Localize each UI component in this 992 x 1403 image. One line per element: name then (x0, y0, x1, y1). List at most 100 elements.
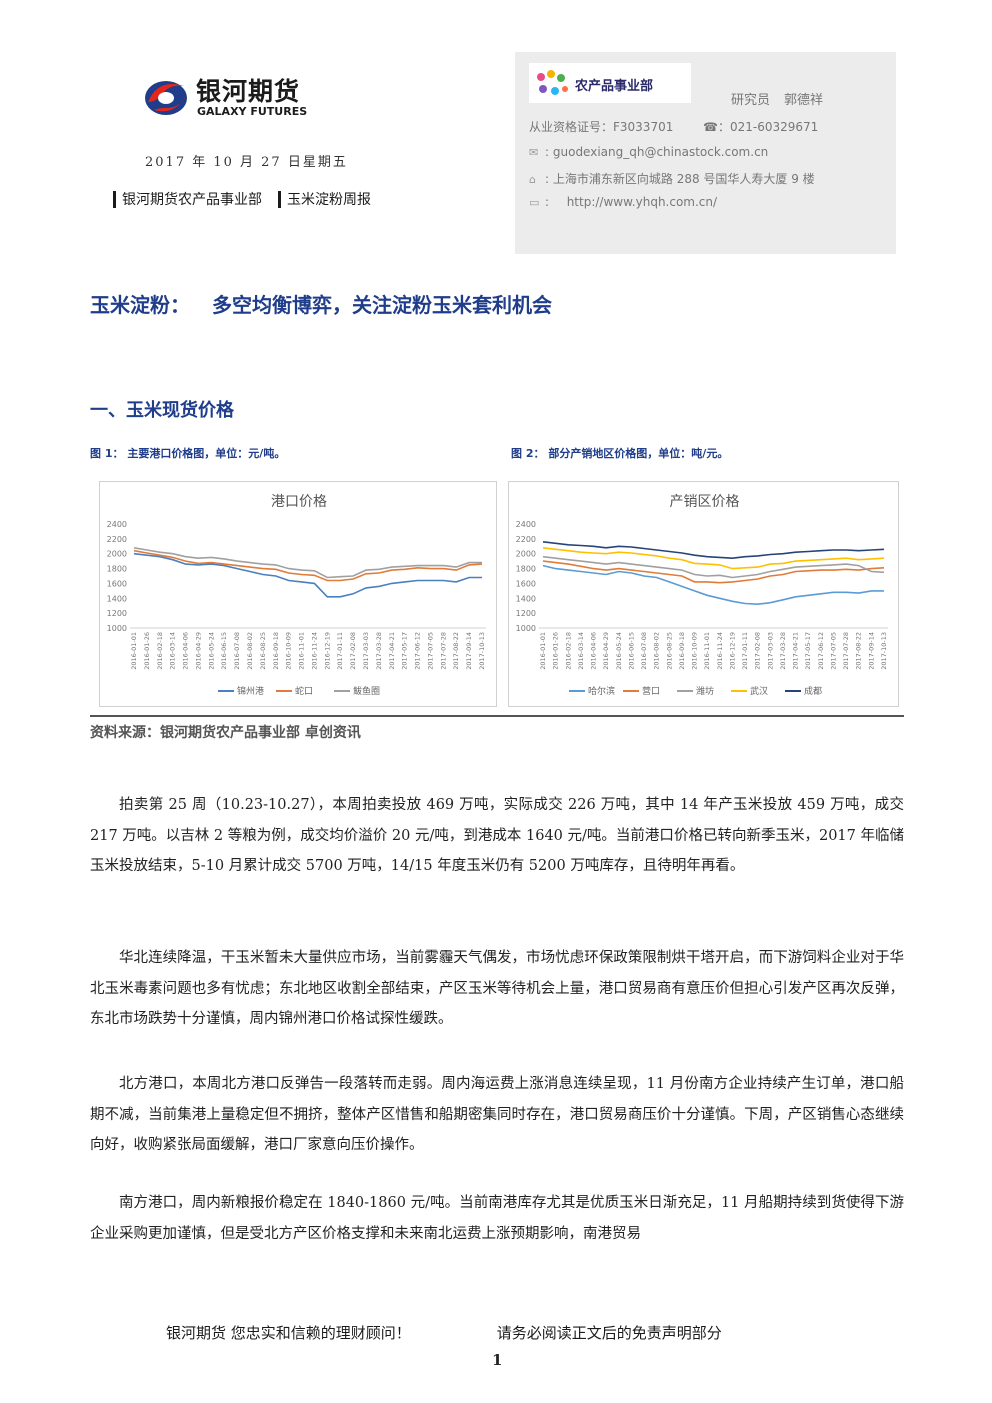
website-icon: ▭ (529, 196, 540, 209)
department-name: 银河期货农产品事业部 (122, 192, 262, 208)
y-tick-label: 1800 (107, 565, 127, 574)
legend-label: 成都 (804, 685, 822, 697)
x-tick-label: 2016-08-25 (259, 632, 267, 670)
x-tick-label: 2016-02-18 (564, 632, 572, 670)
x-tick-label: 2016-03-14 (169, 632, 177, 670)
researcher-role: 研究员 (731, 93, 771, 108)
report-title-prefix: 玉米淀粉： (90, 293, 190, 317)
divider-bar (278, 190, 281, 208)
x-tick-label: 2016-01-26 (143, 632, 151, 670)
report-header-line: 银河期货农产品事业部 玉米淀粉周报 (113, 189, 371, 209)
x-tick-label: 2016-08-25 (665, 632, 673, 670)
x-tick-label: 2016-09-18 (678, 632, 686, 670)
y-tick-label: 1400 (107, 594, 127, 603)
x-tick-label: 2016-08-02 (246, 632, 254, 670)
report-title: 玉米淀粉： 多空均衡博弈，关注淀粉玉米套利机会 (90, 289, 552, 318)
paragraph-north-china: 华北连续降温，干玉米暂未大量供应市场，当前雾霾天气偶发，市场忧虑环保政策限制烘干… (90, 950, 904, 1027)
x-tick-label: 2016-03-14 (577, 632, 585, 670)
dept-logo-icon (537, 70, 568, 95)
footer: 银河期货 您忠实和信赖的理财顾问！ 请务必阅读正文后的免责声明部分 (166, 1322, 722, 1343)
chart-title: 产销区价格 (670, 494, 740, 510)
chart-svg: 港口价格240022002000180016001400120010002016… (107, 494, 486, 697)
license-row: 从业资格证号：F3033701 ☎：021-60329671 (529, 118, 818, 135)
report-name: 玉米淀粉周报 (287, 192, 371, 208)
address-row: ⌂: 上海市浦东新区向城路 288 号国华人寿大厦 9 楼 (529, 172, 815, 186)
dept-badge-label: 农产品事业部 (575, 79, 654, 94)
x-tick-label: 2016-07-08 (640, 632, 648, 670)
y-tick-label: 2000 (516, 550, 536, 559)
legend-label: 哈尔滨 (588, 685, 615, 697)
series-line (133, 552, 482, 598)
paragraph-auction: 拍卖第 25 周（10.23-10.27），本周拍卖投放 469 万吨，实际成交… (90, 797, 904, 874)
page-number: 1 (492, 1351, 503, 1369)
divider-bar (113, 190, 116, 208)
x-tick-label: 2017-02-08 (349, 632, 357, 670)
x-tick-label: 2016-04-29 (602, 632, 610, 670)
x-tick-label: 2017-08-22 (452, 632, 460, 670)
y-tick-label: 1800 (516, 565, 536, 574)
series-line (133, 549, 483, 582)
x-tick-label: 2016-12-19 (323, 632, 331, 670)
x-tick-label: 2017-06-12 (817, 632, 825, 670)
x-tick-label: 2017-03-28 (375, 632, 383, 670)
x-tick-label: 2016-08-02 (653, 632, 661, 670)
legend-label: 锦州港 (237, 685, 264, 697)
dept-badge: 农产品事业部 (529, 63, 691, 103)
x-tick-label: 2017-07-28 (439, 632, 447, 670)
x-tick-label: 2016-07-08 (233, 632, 241, 670)
x-tick-label: 2016-01-01 (130, 632, 138, 670)
figure-1-caption: 图 1： 主要港口价格图，单位：元/吨。 (90, 447, 286, 460)
office-address: 上海市浦东新区向城路 288 号国华人寿大厦 9 楼 (552, 172, 815, 186)
y-tick-label: 1000 (107, 624, 127, 633)
x-tick-label: 2016-11-01 (703, 632, 711, 670)
legend-label: 潍坊 (696, 685, 714, 697)
series-line (542, 564, 884, 606)
y-tick-label: 1400 (516, 594, 536, 603)
x-tick-label: 2017-03-03 (766, 632, 774, 670)
email-row: ✉: guodexiang_qh@chinastock.com.cn (529, 145, 769, 159)
y-tick-label: 2400 (516, 520, 536, 529)
legend-label: 武汉 (750, 685, 768, 697)
series-line (542, 560, 885, 584)
x-tick-label: 2017-01-11 (336, 632, 344, 670)
series-line (542, 541, 885, 560)
x-tick-label: 2017-07-05 (829, 632, 837, 670)
x-tick-label: 2016-12-19 (728, 632, 736, 670)
x-tick-label: 2017-07-28 (842, 632, 850, 670)
port-price-chart: 港口价格 2400 2200 2000 1800 1600 1400 1200 1000 2016… (99, 481, 497, 707)
website-row: ▭: http://www.yhqh.com.cn/ (529, 195, 718, 209)
x-tick-label: 2017-09-14 (465, 632, 473, 670)
x-tick-label: 2017-10-13 (880, 632, 888, 670)
paragraph-north-port: 北方港口，本周北方港口反弹告一段落转而走弱。周内海运费上涨消息连续呈现，11 月… (90, 1076, 904, 1153)
email-icon: ✉ (529, 146, 539, 159)
y-tick-label: 1600 (516, 579, 536, 588)
series-line (133, 547, 482, 579)
researcher-info: 研究员 郭德祥 (731, 89, 823, 108)
x-tick-label: 2016-01-26 (552, 632, 560, 670)
chart-svg: 产销区价格 2400 2200 2000 1800 1600 1400 1200 1000 201… (516, 494, 888, 697)
y-tick-label: 1000 (516, 624, 536, 633)
x-tick-label: 2017-05-17 (804, 632, 812, 670)
y-tick-label: 2200 (516, 535, 536, 544)
figure-2-caption: 图 2： 部分产销地区价格图，单位：吨/元。 (511, 447, 729, 460)
x-tick-label: 2017-01-11 (741, 632, 749, 670)
legend-label: 蛇口 (295, 685, 313, 697)
researcher-name: 郭德祥 (784, 93, 824, 108)
x-tick-label: 2016-05-24 (615, 632, 623, 670)
x-tick-label: 2017-04-21 (388, 632, 396, 670)
y-tick-label: 1600 (107, 579, 127, 588)
email-address[interactable]: guodexiang_qh@chinastock.com.cn (552, 145, 769, 159)
chart-title: 港口价格 (271, 494, 327, 510)
x-tick-label: 2016-05-24 (207, 632, 215, 670)
website-link[interactable]: http://www.yhqh.com.cn/ (566, 195, 718, 209)
x-tick-label: 2017-05-17 (401, 632, 409, 670)
y-tick-label: 1200 (107, 609, 127, 618)
paragraph-south-port: 南方港口，周内新粮报价稳定在 1840-1860 元/吨。当前南港库存尤其是优质… (90, 1195, 904, 1242)
y-tick-label: 1200 (516, 609, 536, 618)
license-number: 从业资格证号：F3033701 (529, 120, 674, 134)
x-tick-label: 2016-04-29 (194, 632, 202, 670)
data-source: 资料来源：银河期货农产品事业部 卓创资讯 (90, 725, 361, 741)
x-tick-label: 2017-03-03 (362, 632, 370, 670)
legend-label: 鲅鱼圈 (353, 685, 380, 697)
x-tick-label: 2016-10-09 (285, 632, 293, 670)
